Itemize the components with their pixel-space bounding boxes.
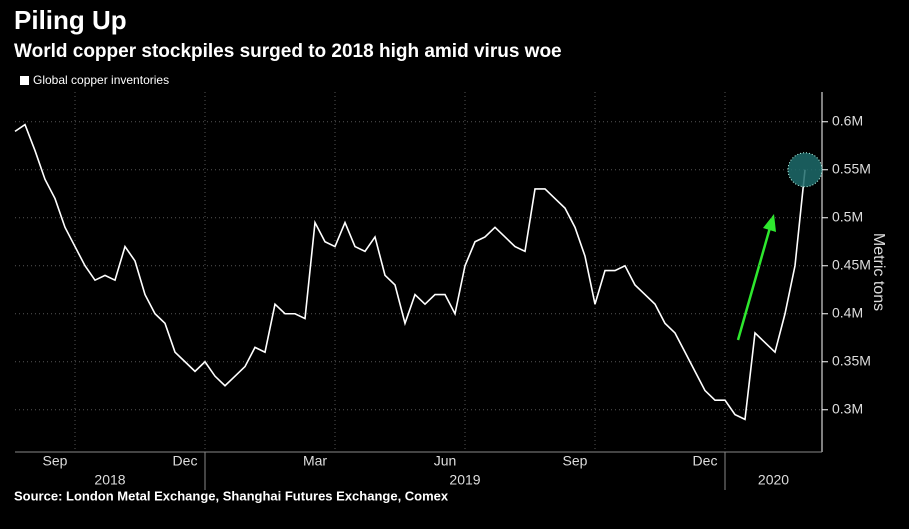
x-group-label: 2019 (449, 472, 480, 488)
highlight-marker (787, 152, 823, 188)
line-series (14, 123, 806, 421)
x-tick-label: Sep (43, 453, 68, 469)
x-tick-label: Mar (303, 453, 327, 469)
x-tick-label: Jun (434, 453, 457, 469)
y-axis-label: Metric tons (870, 233, 887, 311)
x-group-label: 2018 (94, 472, 125, 488)
legend-swatch (20, 76, 29, 85)
y-tick-label: 0.35M (832, 352, 871, 368)
y-tick-label: 0.4M (832, 304, 863, 320)
x-tick-label: Dec (173, 453, 198, 469)
y-tick-label: 0.45M (832, 256, 871, 272)
x-group-label: 2020 (758, 472, 789, 488)
y-tick-label: 0.55M (832, 160, 871, 176)
chart-subtitle: World copper stockpiles surged to 2018 h… (14, 41, 562, 62)
y-tick-label: 0.6M (832, 112, 863, 128)
x-tick-label: Sep (563, 453, 588, 469)
x-tick-label: Dec (693, 453, 718, 469)
y-tick-label: 0.3M (832, 400, 863, 416)
legend-label: Global copper inventories (33, 73, 169, 87)
arrow-shaft (736, 223, 773, 341)
arrow-head (763, 214, 776, 232)
y-tick-label: 0.5M (832, 208, 863, 224)
source: Source: London Metal Exchange, Shanghai … (14, 488, 449, 503)
chart-title: Piling Up (14, 5, 127, 35)
